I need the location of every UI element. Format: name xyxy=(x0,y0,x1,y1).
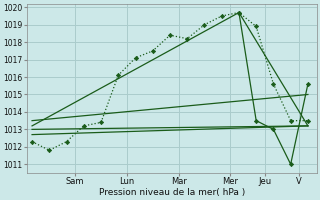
X-axis label: Pression niveau de la mer( hPa ): Pression niveau de la mer( hPa ) xyxy=(99,188,245,197)
